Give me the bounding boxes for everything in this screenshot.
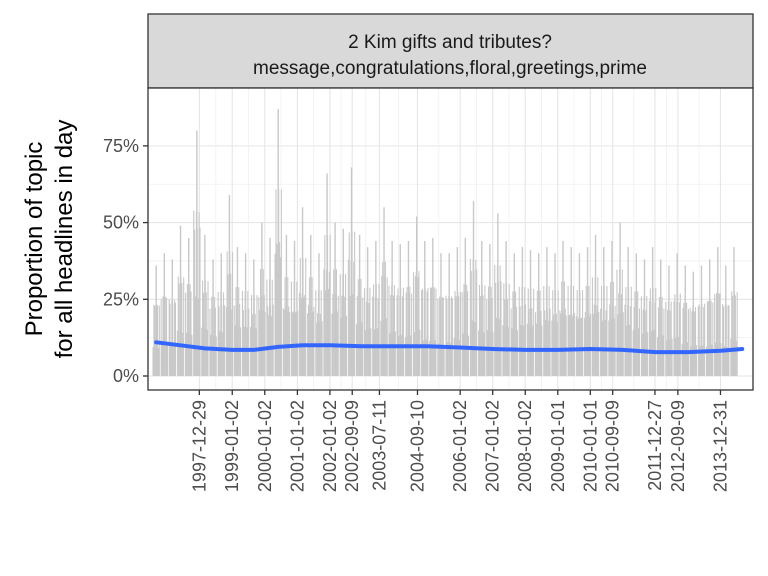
- x-tick-label: 2001-01-02: [287, 400, 307, 492]
- y-tick-label: 50%: [103, 213, 139, 233]
- y-axis: 0% 25% 50% 75%: [103, 136, 148, 386]
- x-tick-label: 2007-01-02: [483, 400, 503, 492]
- x-tick-label: 1999-01-02: [222, 400, 242, 492]
- x-tick-label: 2008-01-02: [515, 400, 535, 492]
- x-tick-label: 1997-12-29: [189, 400, 209, 492]
- x-axis: 1997-12-29 1999-01-02 2000-01-02 2001-01-02…: [189, 390, 731, 492]
- x-tick-label: 2012-09-09: [668, 400, 688, 492]
- x-tick-label: 2010-01-01: [580, 400, 600, 492]
- y-tick-label: 25%: [103, 289, 139, 309]
- x-tick-label: 2013-12-31: [711, 400, 731, 492]
- y-axis-title-line2: for all headlines in day: [51, 120, 78, 359]
- smooth-series: [154, 340, 745, 355]
- smooth-trend-line: [154, 340, 745, 355]
- x-tick-label: 2000-01-02: [255, 400, 275, 492]
- x-tick-label: 2002-01-02: [320, 400, 340, 492]
- x-tick-label: 2006-01-02: [450, 400, 470, 492]
- x-tick-label: 2003-07-11: [369, 400, 389, 491]
- x-tick-label: 2009-01-01: [548, 400, 568, 492]
- facet-strip: [147, 13, 754, 89]
- x-tick-label: 2010-09-09: [603, 400, 623, 492]
- x-tick-label: 2004-09-10: [408, 400, 428, 492]
- y-tick-label: 0%: [113, 366, 139, 386]
- y-tick-label: 75%: [103, 136, 139, 156]
- x-tick-label: 2011-12-27: [645, 400, 665, 491]
- y-axis-title-line1: Proportion of topic: [21, 142, 48, 337]
- panel-border: [147, 87, 754, 391]
- facet-subtitle: message,congratulations,floral,greetings…: [253, 58, 647, 79]
- x-tick-label: 2002-09-09: [342, 400, 362, 492]
- facet-title: 2 Kim gifts and tributes?: [348, 32, 552, 53]
